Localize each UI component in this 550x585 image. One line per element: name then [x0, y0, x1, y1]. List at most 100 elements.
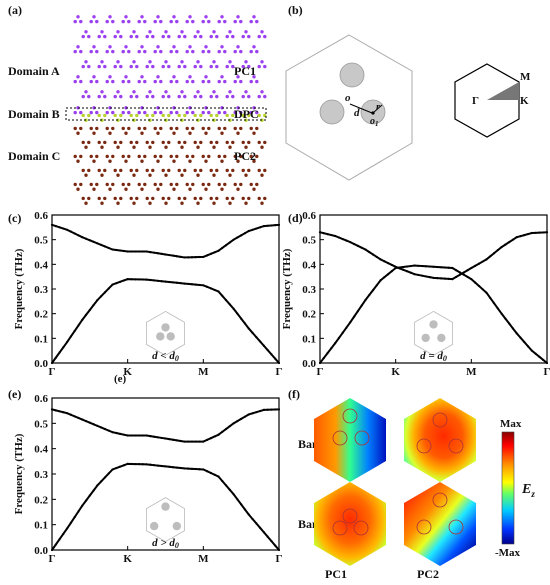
pc1-rod: [228, 90, 232, 94]
pc1-rod: [79, 110, 83, 115]
pc1-rod: [121, 19, 125, 24]
pc1-rod: [140, 75, 144, 79]
inset-rod: [421, 333, 430, 343]
domain-a-label: Domain A: [8, 64, 60, 78]
pc1-rod: [135, 64, 139, 69]
pc1-rod: [76, 45, 80, 49]
pc1-rod: [223, 110, 227, 115]
pc2-rod: [164, 173, 168, 177]
pc1-rod: [129, 94, 133, 99]
pc2-rod: [209, 140, 213, 145]
pc1-rod: [217, 49, 221, 54]
pc2-rod: [89, 182, 93, 187]
pc2-rod: [217, 154, 221, 159]
pc1-rod: [156, 15, 160, 19]
pc1-rod: [111, 19, 115, 24]
pc1-rod: [156, 45, 160, 49]
interface-rod: [247, 113, 251, 118]
pc1-rod: [233, 110, 237, 115]
rod-outline: [416, 438, 432, 454]
pc2-rod: [119, 196, 123, 201]
rod-outline: [353, 520, 369, 536]
pc1-rod: [137, 19, 141, 24]
pc1-label: PC1: [234, 64, 256, 78]
pc1-rod: [159, 110, 163, 115]
pc1-rod: [172, 45, 176, 49]
pc1-rod: [193, 94, 197, 99]
pc1-rod: [132, 30, 136, 34]
pc1-rod: [159, 79, 163, 84]
pc2-rod: [145, 140, 149, 145]
pc1-rod: [175, 79, 179, 84]
pc1-rod: [180, 60, 184, 64]
pc1-rod: [239, 49, 243, 54]
y-tick-label: 0.1: [34, 520, 48, 532]
pc1-rod: [145, 94, 149, 99]
pc1-rod: [124, 75, 128, 79]
pc2-rod: [148, 201, 152, 205]
pc1-rod: [137, 110, 141, 115]
pc2-rod: [247, 168, 251, 173]
pc2-rod: [249, 182, 253, 187]
y-tick-label: 0.2: [34, 494, 48, 506]
pc1-rod: [209, 64, 213, 69]
pc1-rod: [201, 19, 205, 24]
pc1-rod: [207, 79, 211, 84]
interface-rod: [215, 113, 219, 118]
pc2-rod: [228, 173, 232, 177]
pc1-rod: [212, 30, 216, 34]
interface-rod: [161, 113, 165, 118]
pc1-rod: [116, 90, 120, 94]
pc2-rod: [76, 131, 80, 135]
pc2-rod: [87, 168, 91, 173]
interface-rod: [113, 113, 117, 118]
pc1-rod: [103, 34, 107, 39]
pc2-rod: [233, 126, 237, 131]
pc1-rod: [169, 79, 173, 84]
pc1-rod: [164, 30, 168, 34]
pc2-rod: [188, 159, 192, 163]
interface-rod: [119, 113, 123, 118]
pc2-rod: [196, 201, 200, 205]
pc2-rod: [116, 201, 120, 205]
y-tick-label: 0.5: [34, 418, 48, 430]
pc2-rod: [255, 182, 259, 187]
pc2-rod: [185, 154, 189, 159]
rod-outline: [342, 408, 358, 424]
pc2-rod: [217, 126, 221, 131]
pc2-rod: [132, 201, 136, 205]
pc1-rod: [161, 34, 165, 39]
y-tick-label: 0.3: [34, 284, 48, 296]
pc1-rod: [263, 64, 267, 69]
pc1-rod: [124, 15, 128, 19]
pc2-rod: [137, 154, 141, 159]
pc1-rod: [191, 19, 195, 24]
y-axis-label: Frequency (THz): [281, 248, 293, 329]
inset-rod: [429, 320, 438, 329]
m-point-label: M: [520, 71, 531, 83]
x-tick-label: K: [123, 553, 132, 565]
pc1-rod: [79, 49, 83, 54]
pc1-rod: [105, 19, 109, 24]
pc1-rod: [135, 34, 139, 39]
pc2-rod: [175, 126, 179, 131]
pc1-rod: [201, 79, 205, 84]
pc1-rod: [217, 19, 221, 24]
pc2-rod: [244, 201, 248, 205]
y-tick-label: 0.5: [34, 235, 48, 247]
pc2-rod: [236, 187, 240, 191]
y-axis-label: Frequency (THz): [13, 248, 25, 329]
irreducible-bz: [487, 82, 519, 100]
pc2-rod: [111, 154, 115, 159]
d-vector: [349, 103, 373, 114]
interface-rod: [225, 113, 229, 118]
panel-label-b: (b): [288, 3, 303, 17]
pc2-rod: [183, 168, 187, 173]
pc1-rod: [207, 19, 211, 24]
pc1-rod: [145, 34, 149, 39]
x-tick-label: Γ: [317, 366, 324, 378]
pc2-rod: [127, 126, 131, 131]
pc2-rod: [201, 126, 205, 131]
pc1-col-label: PC1: [325, 567, 347, 581]
